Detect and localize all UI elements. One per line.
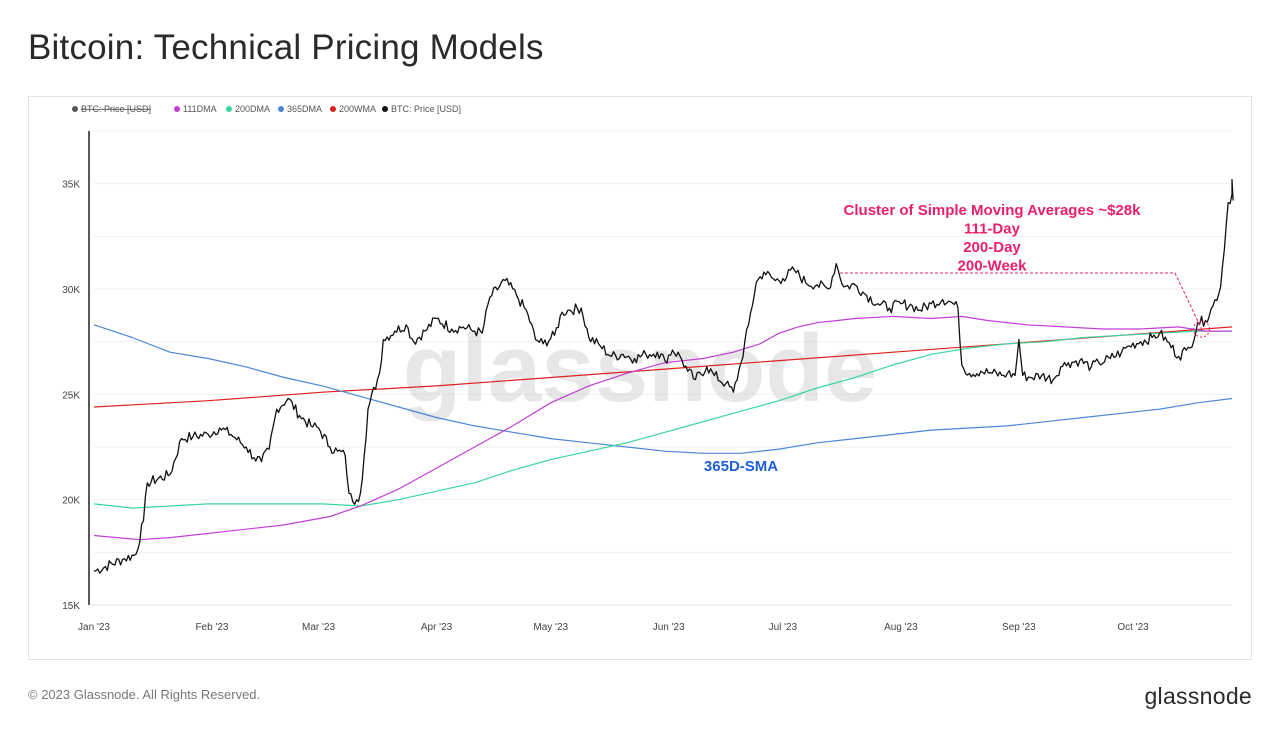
x-tick-label: Aug '23 (884, 622, 918, 633)
grid-lines (94, 130, 1232, 606)
legend-label: 200WMA (339, 104, 376, 114)
legend-marker (174, 106, 180, 112)
x-tick-label: Mar '23 (302, 622, 335, 633)
chart-panel: glassnode 15K 20K 25K 30K 35K Jan '23 Feb '23 M… (28, 96, 1252, 660)
legend-item-0[interactable]: BTC: Price [USD] (72, 104, 151, 114)
legend-item-3[interactable]: 365DMA (278, 104, 322, 114)
x-tick-label: Jun '23 (653, 622, 685, 633)
series-line-200wma[interactable] (93, 326, 1233, 408)
series-line-111dma[interactable] (93, 315, 1232, 541)
cluster-annotation-line: 200-Day (963, 239, 1021, 256)
series-layer (93, 178, 1234, 574)
legend-item-5[interactable]: BTC: Price [USD] (382, 104, 461, 114)
cluster-annotation-line: 200-Week (958, 258, 1028, 275)
legend-marker (226, 106, 232, 112)
annotations: Cluster of Simple Moving Averages ~$28k 1… (704, 202, 1211, 475)
legend-marker (278, 106, 284, 112)
y-tick-label: 20K (62, 496, 80, 507)
legend: BTC: Price [USD] 111DMA 200DMA 365DMA 200WMA… (72, 104, 461, 114)
cluster-marker-circle (1193, 320, 1211, 338)
cluster-connector (839, 272, 1203, 330)
x-tick-label: Jan '23 (78, 622, 110, 633)
series-line-365dma[interactable] (93, 324, 1233, 454)
copyright-text: © 2023 Glassnode. All Rights Reserved. (28, 687, 261, 702)
legend-label: BTC: Price [USD] (391, 104, 461, 114)
x-tick-label: Oct '23 (1117, 622, 1149, 633)
legend-item-1[interactable]: 111DMA (174, 104, 217, 114)
legend-marker (72, 106, 78, 112)
legend-marker (330, 106, 336, 112)
series-line-btc-price[interactable] (93, 178, 1234, 574)
y-tick-label: 35K (62, 180, 80, 191)
legend-label: 111DMA (183, 104, 217, 114)
page-title: Bitcoin: Technical Pricing Models (28, 28, 544, 67)
axes: 15K 20K 25K 30K 35K Jan '23 Feb '23 Mar '23 Apr … (62, 131, 1232, 633)
x-tick-label: Apr '23 (421, 622, 453, 633)
x-tick-label: Feb '23 (195, 622, 228, 633)
sma-365-label: 365D-SMA (704, 458, 778, 475)
x-tick-label: Sep '23 (1002, 622, 1036, 633)
legend-label: 365DMA (287, 104, 322, 114)
legend-item-2[interactable]: 200DMA (226, 104, 270, 114)
legend-label: 200DMA (235, 104, 270, 114)
cluster-annotation-line: 111-Day (964, 221, 1021, 238)
legend-item-4[interactable]: 200WMA (330, 104, 376, 114)
y-tick-label: 15K (62, 601, 80, 612)
x-tick-label: May '23 (533, 622, 568, 633)
legend-label: BTC: Price [USD] (81, 104, 151, 114)
y-tick-label: 30K (62, 285, 80, 296)
glassnode-logo[interactable]: glassnode (1144, 683, 1252, 709)
y-tick-label: 25K (62, 390, 80, 401)
series-line-200dma[interactable] (93, 330, 1232, 509)
legend-marker (382, 106, 388, 112)
cluster-annotation-line: Cluster of Simple Moving Averages ~$28k (844, 202, 1142, 219)
x-tick-label: Jul '23 (769, 622, 798, 633)
